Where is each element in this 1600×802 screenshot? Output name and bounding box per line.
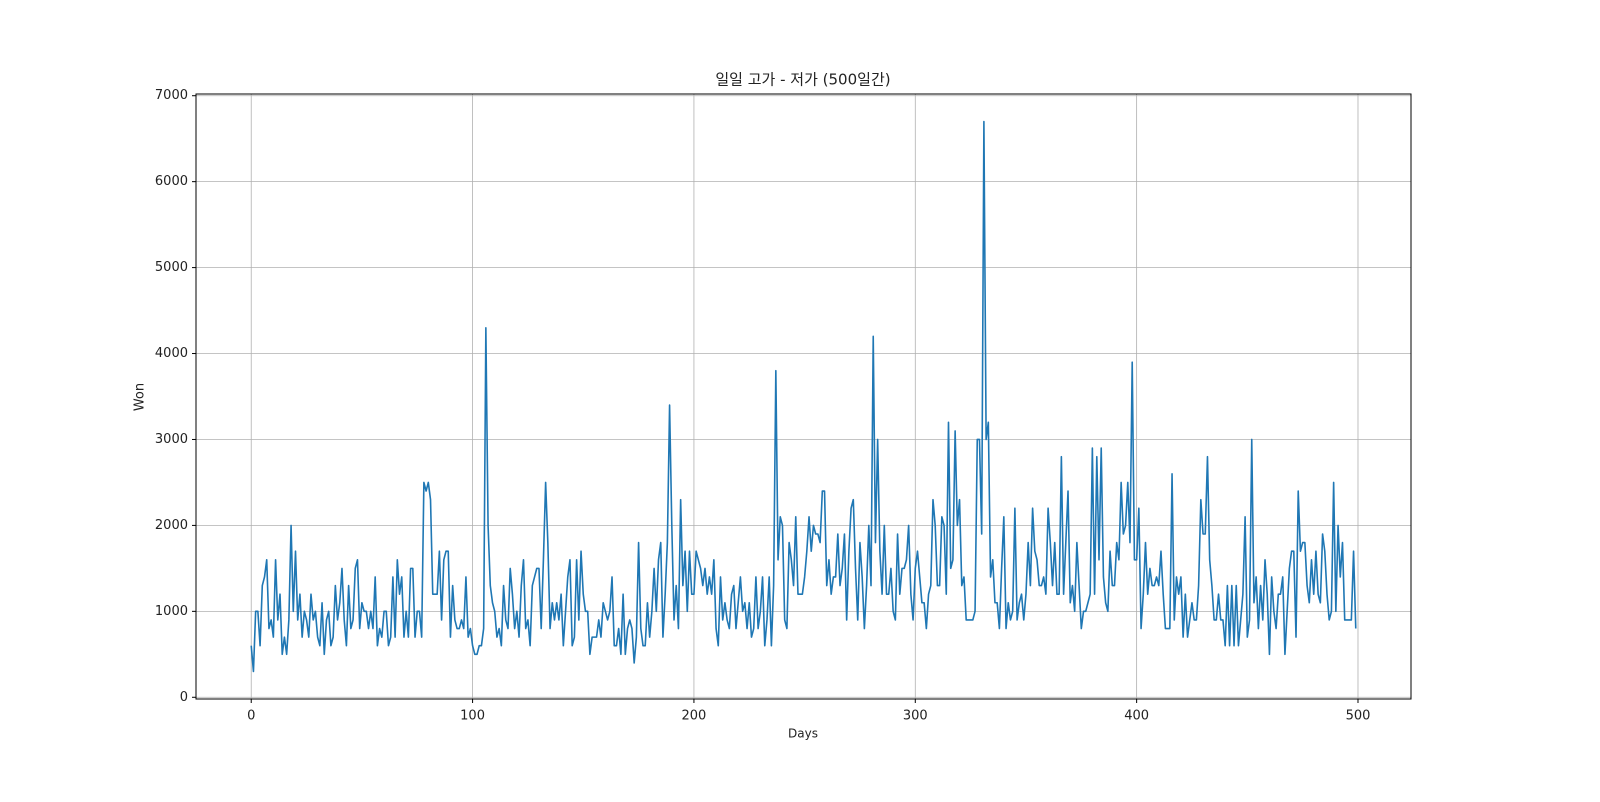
plot-frame [195,93,1412,700]
x-tick-label: 100 [460,709,485,724]
y-tick-label: 0 [180,690,188,705]
y-tick-label: 3000 [155,432,188,447]
y-tick-label: 6000 [155,174,188,189]
x-tick-label: 300 [903,709,928,724]
y-tick-label: 7000 [155,88,188,103]
data-line [250,120,1357,673]
chart-title: 일일 고가 - 저가 (500일간) [715,71,890,89]
x-tick-label: 500 [1346,709,1371,724]
x-tick-label: 0 [247,709,255,724]
x-tick-label: 200 [682,709,707,724]
x-axis-label: Days [788,727,818,741]
y-tick-label: 4000 [155,346,188,361]
x-tick-label: 400 [1124,709,1149,724]
y-tick-label: 5000 [155,260,188,275]
y-axis-label: Won [133,383,148,411]
y-tick-label: 1000 [155,604,188,619]
y-tick-label: 2000 [155,518,188,533]
